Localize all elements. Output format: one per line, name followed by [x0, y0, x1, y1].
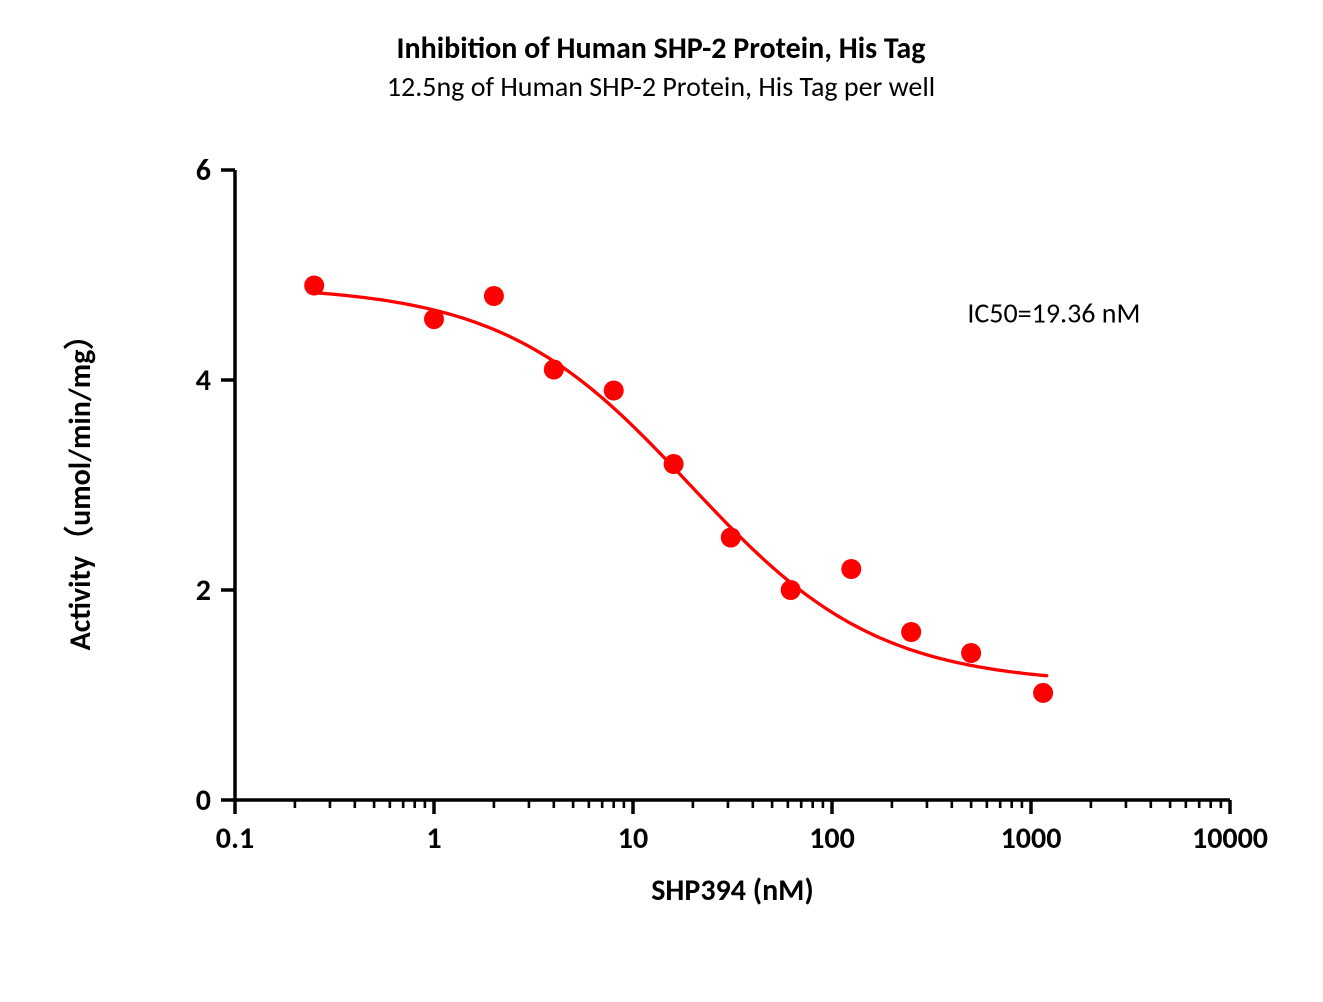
x-tick-label: 10000 — [1192, 820, 1268, 857]
chart-title-main: Inhibition of Human SHP-2 Protein, His T… — [397, 30, 926, 67]
y-axis-label: Activity（umol/min/mg） — [62, 320, 99, 651]
ic50-annotation: IC50=19.36 nM — [967, 295, 1140, 330]
y-tick-label: 4 — [196, 362, 211, 399]
y-tick-label: 6 — [196, 152, 211, 189]
data-point — [901, 622, 921, 642]
data-point — [424, 309, 444, 329]
chart-title-sub: 12.5ng of Human SHP-2 Protein, His Tag p… — [387, 69, 935, 104]
data-point — [304, 276, 324, 296]
x-tick-label: 1000 — [1001, 820, 1062, 857]
data-point — [1033, 683, 1053, 703]
x-axis-label: SHP394 (nM) — [651, 872, 813, 909]
data-point — [544, 360, 564, 380]
x-tick-label: 0.1 — [216, 820, 254, 857]
data-point — [721, 528, 741, 548]
data-point — [604, 381, 624, 401]
data-point — [961, 643, 981, 663]
data-point — [664, 454, 684, 474]
x-tick-label: 10 — [618, 820, 648, 857]
y-tick-label: 0 — [196, 782, 211, 819]
data-point — [781, 580, 801, 600]
x-tick-label: 1 — [426, 820, 441, 857]
chart-bg — [0, 0, 1323, 1002]
data-point — [484, 286, 504, 306]
y-tick-label: 2 — [196, 572, 211, 609]
x-tick-label: 100 — [809, 820, 855, 857]
data-point — [841, 559, 861, 579]
